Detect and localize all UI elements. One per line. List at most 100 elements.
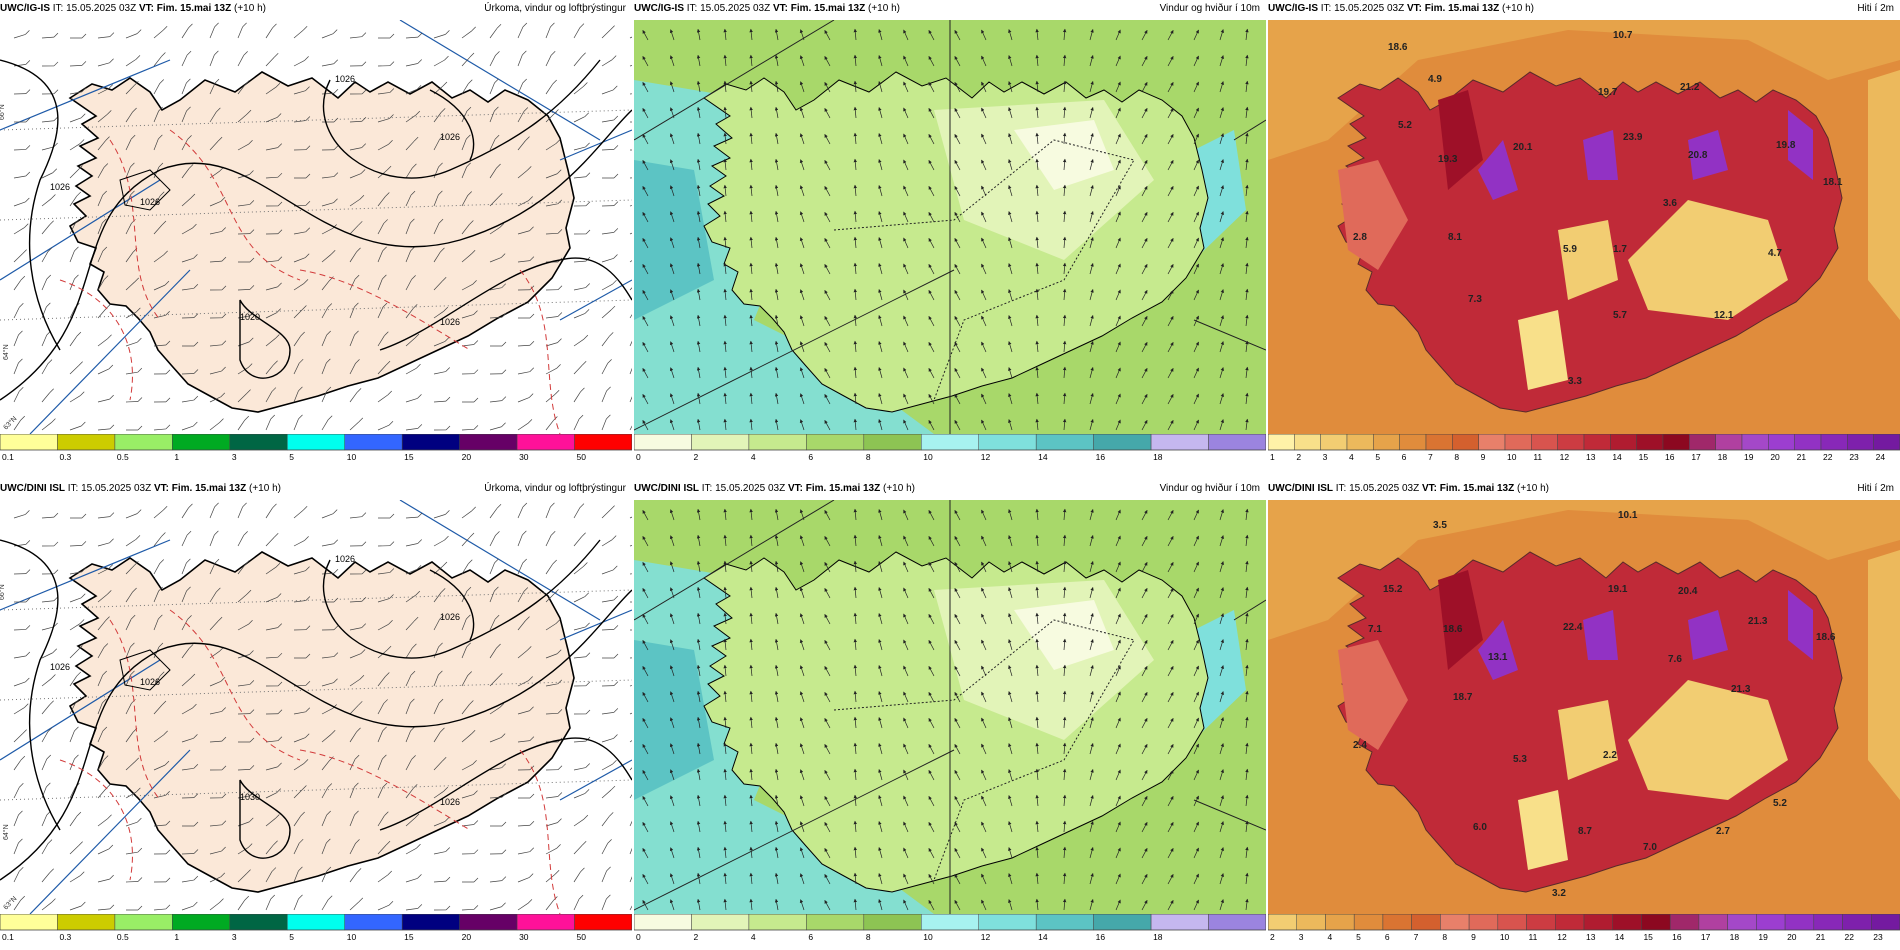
latitude-line (0, 199, 632, 221)
colorbar-swatch (1741, 434, 1769, 451)
meridian-line (634, 269, 955, 431)
colorbar-tick-label: 14 (1612, 452, 1622, 462)
meridian-line (1193, 319, 1266, 351)
colorbar-swatch (1353, 914, 1384, 931)
high-wind-zone (634, 160, 714, 320)
colorbar-tick-label: 2 (1270, 932, 1275, 942)
temperature-value: 2.7 (1716, 826, 1730, 837)
colorbar-swatch (57, 434, 116, 451)
colorbar-tick-label: 20 (462, 452, 472, 462)
vt-label: VT: (787, 483, 803, 494)
colorbar-tick-label: 0.1 (2, 932, 14, 942)
it-label: IT: (52, 3, 64, 14)
temperature-value: 4.7 (1768, 248, 1782, 259)
temperature-value: 5.7 (1613, 310, 1627, 321)
temperature-value: 18.6 (1388, 42, 1408, 53)
colorbar-swatch (921, 914, 979, 931)
temp-zone (1518, 310, 1568, 390)
meridian-line (29, 269, 191, 434)
isobar-label: 1026 (335, 74, 355, 84)
colorbar-swatch (1504, 434, 1532, 451)
colorbar-tick-label: 0.1 (2, 452, 14, 462)
colorbar-swatch (516, 434, 575, 451)
temperature-value: 7.1 (1368, 624, 1382, 635)
isobar (379, 257, 632, 351)
colorbar-swatch (1452, 434, 1479, 451)
valid-time: Fim. 15.mai 13Z (156, 3, 232, 14)
colorbar-swatch (344, 914, 403, 931)
panel-r2c1: UWC/DINI ISL IT: 15.05.2025 03Z VT: Fim.… (0, 480, 632, 942)
panel-header: UWC/DINI ISL IT: 15.05.2025 03Z VT: Fim.… (634, 480, 1266, 498)
vt-label: VT: (1406, 3, 1422, 14)
colorbar-swatch (1382, 914, 1412, 931)
colorbar-tick-label: 30 (519, 932, 529, 942)
temperature-value: 18.7 (1453, 692, 1473, 703)
temperature-contour (299, 269, 471, 351)
model-name: UWC/IG-IS (0, 3, 50, 14)
temperature-value: 7.0 (1643, 842, 1657, 853)
temperature-value: 22.4 (1563, 622, 1583, 633)
colorbar-tick-label: 5 (289, 932, 294, 942)
model-name: UWC/DINI ISL (0, 483, 65, 494)
isobar-label: 1026 (140, 677, 160, 687)
colorbar-tick-label: 10 (923, 452, 933, 462)
colorbar-swatch (114, 914, 173, 931)
colorbar-tick-label: 6 (1385, 932, 1390, 942)
temp-zone (1268, 500, 1900, 640)
it-label: IT: (1320, 3, 1332, 14)
temperature-value: 20.8 (1688, 150, 1708, 161)
meridian-line (634, 20, 835, 141)
isobar-label: 1030 (240, 792, 260, 802)
colorbar-swatch (1669, 914, 1700, 931)
colorbar-swatch (401, 434, 460, 451)
temperature-value: 5.2 (1773, 798, 1787, 809)
colorbar-tick-label: 5 (1356, 932, 1361, 942)
colorbar-swatch (1756, 914, 1786, 931)
model-name: UWC/IG-IS (634, 3, 684, 14)
colorbar-swatch (1296, 914, 1326, 931)
colorbar-tick-label: 18 (1718, 452, 1728, 462)
panel-header: UWC/DINI ISL IT: 15.05.2025 03Z VT: Fim.… (1268, 480, 1900, 498)
it-label: IT: (67, 483, 79, 494)
meridian-line (559, 759, 632, 801)
colorbar-swatch (1727, 914, 1757, 931)
colorbar-swatch (1873, 434, 1900, 451)
temperature-value: 7.6 (1668, 654, 1682, 665)
colorbar-tick-label: 1 (174, 452, 179, 462)
colorbar-tick-label: 4 (751, 932, 756, 942)
colorbar-swatch (574, 914, 632, 931)
colorbar-swatch (1555, 914, 1585, 931)
colorbar-tick-label: 22 (1823, 452, 1833, 462)
colorbar-tick-label: 10 (1500, 932, 1510, 942)
model-name: UWC/IG-IS (1268, 3, 1318, 14)
colorbar-tick-label: 12 (1560, 452, 1570, 462)
parameter-title: Úrkoma, vindur og loftþrýstingur (484, 483, 626, 494)
calm-zone (1014, 600, 1114, 670)
colorbar-swatch (1411, 914, 1441, 931)
temperature-value: 8.7 (1578, 826, 1592, 837)
temperature-contour (109, 139, 161, 321)
colorbar-tick-label: 17 (1691, 452, 1701, 462)
temp-zone (1558, 220, 1618, 300)
high-wind-zone (634, 80, 934, 434)
colorbar-tick-label: 13 (1586, 932, 1596, 942)
colorbar-tick-label: 16 (1096, 932, 1106, 942)
colorbar-tick-label: 5 (1375, 452, 1380, 462)
meridian-line (1193, 799, 1266, 831)
isobar (0, 589, 632, 881)
colorbar-swatch (229, 434, 288, 451)
colorbar-swatch (806, 434, 865, 451)
colorbar-tick-label: 1 (1270, 452, 1275, 462)
parameter-title: Vindur og hviður í 10m (1159, 3, 1260, 14)
colorbar-tick-label: 3 (1299, 932, 1304, 942)
isobar (429, 569, 475, 641)
colorbar-tick-label: 12 (981, 932, 991, 942)
colorbar-tick-label: 3 (1323, 452, 1328, 462)
isobar-label: 1026 (50, 662, 70, 672)
colorbar-swatch (634, 914, 692, 931)
calm-zone (1014, 120, 1114, 190)
panel-header: UWC/IG-IS IT: 15.05.2025 03Z VT: Fim. 15… (634, 0, 1266, 18)
colorbar-tick-label: 16 (1665, 452, 1675, 462)
latitude-line (0, 589, 632, 611)
